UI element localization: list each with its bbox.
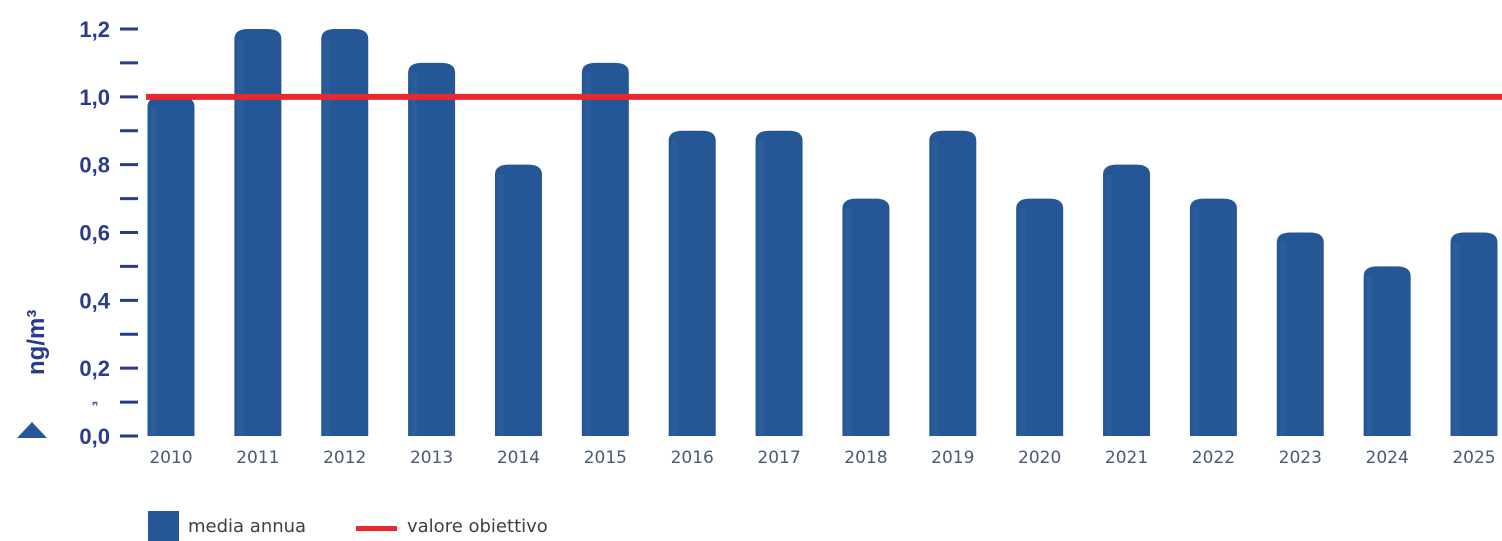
legend-swatch-line: [356, 526, 397, 531]
bar-highlight: [1453, 242, 1460, 436]
bar-highlight: [758, 140, 765, 436]
bar-highlight: [671, 140, 678, 436]
y-tick-label: 0,4: [79, 288, 110, 313]
x-tick-label: 2017: [757, 448, 800, 468]
triangle-up-icon: [17, 422, 47, 438]
y-tick-label: 0,2: [79, 356, 110, 381]
bar-highlight: [1106, 174, 1113, 436]
y-tick-label: 1,2: [79, 17, 110, 42]
bar-2018: [842, 198, 890, 436]
bar-highlight: [411, 72, 418, 437]
bar-2011: [234, 29, 282, 436]
x-tick-label: 2019: [931, 448, 974, 468]
bar-2014: [494, 164, 542, 436]
x-tick-label: 2020: [1018, 448, 1061, 468]
y-axis-title-group: ng/m³ ³: [17, 310, 105, 438]
bar-highlight: [1279, 242, 1286, 436]
bar-2017: [755, 130, 803, 436]
legend-label-bars: media annua: [188, 516, 306, 537]
y-tick-label: 0,8: [79, 153, 110, 178]
bar-highlight: [150, 106, 157, 436]
bar-2020: [1016, 198, 1064, 436]
bar-2023: [1276, 232, 1324, 436]
y-tick-label: 0,0: [79, 424, 110, 449]
x-tick-label: 2014: [497, 448, 540, 468]
x-tick-label: 2025: [1452, 448, 1495, 468]
bar-2015: [581, 62, 629, 437]
bar-highlight: [932, 140, 939, 436]
bar-highlight: [237, 39, 244, 436]
x-tick-label: 2013: [410, 448, 453, 468]
y-axis: 0,0 0,2 0,4 0,6 0,8 1,0 1,2: [79, 17, 138, 449]
bar-highlight: [1366, 276, 1373, 436]
y-axis-title-extra: ³: [89, 401, 105, 406]
bar-highlight: [1192, 208, 1199, 436]
bar-2021: [1103, 164, 1151, 436]
bar-highlight: [324, 39, 331, 436]
bar-2010: [147, 96, 195, 436]
bar-highlight: [497, 174, 504, 436]
bar-2016: [668, 130, 716, 436]
bar-2024: [1363, 266, 1411, 436]
bar-highlight: [584, 72, 591, 437]
bar-highlight: [1019, 208, 1026, 436]
y-axis-title: ng/m³: [23, 310, 50, 375]
x-tick-label: 2012: [323, 448, 366, 468]
bar-2019: [929, 130, 977, 436]
legend-swatch-bar: [148, 511, 179, 541]
legend-label-line: valore obiettivo: [407, 516, 548, 537]
y-tick-label: 0,6: [79, 221, 110, 246]
x-tick-label: 2010: [149, 448, 192, 468]
x-tick-label: 2018: [844, 448, 887, 468]
legend: media annua valore obiettivo: [148, 511, 548, 541]
bar-2022: [1189, 198, 1237, 436]
x-tick-label: 2015: [584, 448, 627, 468]
y-tick-label: 1,0: [79, 85, 110, 110]
x-axis: 2010 2011 2012 2013 2014 2015 2016 2017 2018 2019…: [149, 448, 1495, 468]
x-tick-label: 2022: [1192, 448, 1235, 468]
bar-2012: [321, 29, 369, 436]
x-tick-label: 2011: [236, 448, 279, 468]
legend-item-line: valore obiettivo: [356, 516, 548, 537]
x-tick-label: 2021: [1105, 448, 1148, 468]
x-tick-label: 2023: [1279, 448, 1322, 468]
bar-2025: [1450, 232, 1498, 436]
bar-highlight: [845, 208, 852, 436]
x-tick-label: 2016: [671, 448, 714, 468]
x-tick-label: 2024: [1366, 448, 1409, 468]
bar-2013: [408, 62, 456, 437]
bars: [147, 29, 1498, 437]
legend-item-bars: media annua: [148, 511, 306, 541]
